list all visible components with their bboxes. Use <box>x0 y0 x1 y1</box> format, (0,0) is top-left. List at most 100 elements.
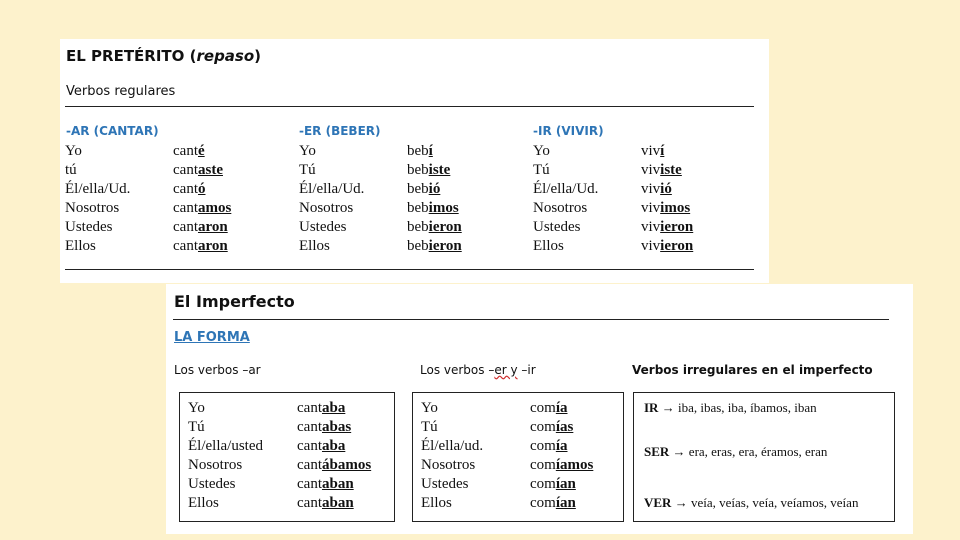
verb-stem: cant <box>173 200 198 216</box>
label-er-ir-verbs: Los verbos –er y –ir <box>420 363 536 377</box>
verb-stem: cant <box>173 238 198 254</box>
preterito-card: EL PRETÉRITO (repaso) Verbos regulares -… <box>60 39 769 283</box>
group-heading-er: -ER (BEBER) <box>299 124 381 138</box>
verb-ending: ieron <box>660 238 694 254</box>
verb-form: cantaban <box>297 494 371 513</box>
verb-ending: aste <box>197 162 223 178</box>
verb-stem: beb <box>407 238 429 254</box>
verb-stem: beb <box>407 181 429 197</box>
verb-stem: cant <box>297 495 322 511</box>
pronoun: Yo <box>65 143 82 159</box>
verb-stem: cant <box>297 476 322 492</box>
verb-stem: cant <box>173 143 198 159</box>
pronoun: Ustedes <box>65 219 113 235</box>
verb-stem: viv <box>641 143 661 159</box>
verb-form: vivieron <box>641 218 693 237</box>
verb-ending: imos <box>428 200 459 216</box>
verb-form: vivieron <box>641 237 693 256</box>
verb-stem: cant <box>297 419 322 435</box>
verb-stem: com <box>530 476 556 492</box>
verb-form: cantaba <box>297 437 371 456</box>
verb-form: bebí <box>407 142 462 161</box>
verb-form: cantaba <box>297 399 371 418</box>
pronoun: Él/ella/Ud. <box>65 181 131 197</box>
la-forma-link[interactable]: LA FORMA <box>174 330 250 345</box>
pronoun: Ustedes <box>533 219 581 235</box>
verb-form: cantaban <box>297 475 371 494</box>
label-er-pre: Los verbos – <box>420 363 495 377</box>
verb-stem: com <box>530 457 556 473</box>
verb-stem: viv <box>641 162 661 178</box>
verb-ending: í <box>428 143 433 159</box>
irregular-ir-arrow: → <box>658 400 678 415</box>
preterito-subtitle: Verbos regulares <box>66 84 176 99</box>
pronoun: Ellos <box>421 495 452 511</box>
pronoun: Nosotros <box>299 200 354 216</box>
label-irregular-verbs: Verbos irregulares en el imperfecto <box>632 363 873 377</box>
imperfecto-ar-table: Yo Tú Él/ella/usted Nosotros Ustedes Ellos ca… <box>179 392 395 522</box>
verb-ending: í <box>660 143 665 159</box>
verb-ending: ió <box>428 181 441 197</box>
verb-ending: iste <box>428 162 451 178</box>
pret-er-pronouns: Yo Tú Él/ella/Ud. Nosotros Ustedes Ellos <box>299 142 364 256</box>
verb-stem: com <box>530 438 556 454</box>
verb-ending: ió <box>660 181 672 197</box>
verb-stem: beb <box>407 162 429 178</box>
verb-form: comían <box>530 475 593 494</box>
label-ar-verbs: Los verbos –ar <box>174 363 261 377</box>
pret-ir-forms: viví viviste vivió vivimos vivieron vivieron <box>641 142 693 256</box>
pronoun: Nosotros <box>533 200 588 216</box>
verb-ending: aron <box>197 238 228 254</box>
verb-ending: ía <box>555 438 568 454</box>
pronoun: Yo <box>188 400 205 416</box>
verb-ending: iste <box>660 162 682 178</box>
irregular-ver-arrow: → <box>671 495 691 510</box>
verb-stem: cant <box>297 400 322 416</box>
verb-ending: aba <box>321 400 346 416</box>
verb-stem: beb <box>407 200 429 216</box>
verb-form: cantábamos <box>297 456 371 475</box>
irregular-ver: VER → veía, veías, veía, veíamos, veían <box>644 495 858 511</box>
verb-form: comía <box>530 437 593 456</box>
irregular-ser: SER → era, eras, era, éramos, eran <box>644 444 827 460</box>
pronoun: Ellos <box>188 495 219 511</box>
verb-form: bebió <box>407 180 462 199</box>
verb-stem: viv <box>641 181 661 197</box>
verb-stem: com <box>530 495 556 511</box>
verb-ending: ían <box>555 495 576 511</box>
verb-form: viviste <box>641 161 693 180</box>
pronoun: Tú <box>299 162 316 178</box>
imp-er-pronouns: Yo Tú Él/ella/ud. Nosotros Ustedes Ellos <box>421 399 483 513</box>
verb-stem: com <box>530 419 556 435</box>
pronoun: Ustedes <box>188 476 236 492</box>
preterito-title-main: EL PRETÉRITO ( <box>66 47 197 65</box>
verb-stem: com <box>530 400 556 416</box>
verb-ending: aban <box>321 476 354 492</box>
verb-ending: ían <box>555 476 576 492</box>
pronoun: Tú <box>533 162 550 178</box>
verb-form: vivimos <box>641 199 693 218</box>
pronoun: Ustedes <box>299 219 347 235</box>
pronoun: Ellos <box>533 238 564 254</box>
verb-ending: ieron <box>428 238 462 254</box>
verb-stem: cant <box>297 457 322 473</box>
irregular-ser-arrow: → <box>669 444 689 459</box>
preterito-top-rule <box>65 106 754 107</box>
group-heading-ir: -IR (VIVIR) <box>533 124 604 138</box>
verb-form: bebimos <box>407 199 462 218</box>
verb-stem: viv <box>641 238 661 254</box>
verb-ending: ías <box>555 419 574 435</box>
pret-ir-pronouns: Yo Tú Él/ella/Ud. Nosotros Ustedes Ellos <box>533 142 598 256</box>
imperfecto-rule <box>173 319 889 320</box>
verb-form: comías <box>530 418 593 437</box>
verb-ending: aba <box>321 438 346 454</box>
verb-stem: beb <box>407 219 429 235</box>
preterito-title-close: ) <box>254 47 262 65</box>
verb-stem: cant <box>297 438 322 454</box>
irregular-ir-forms: iba, ibas, iba, íbamos, iban <box>677 400 817 415</box>
pronoun: Nosotros <box>65 200 120 216</box>
pronoun: Yo <box>533 143 550 159</box>
verb-ending: ó <box>197 181 206 197</box>
verb-ending: ía <box>555 400 568 416</box>
preterito-bottom-rule <box>65 269 754 270</box>
